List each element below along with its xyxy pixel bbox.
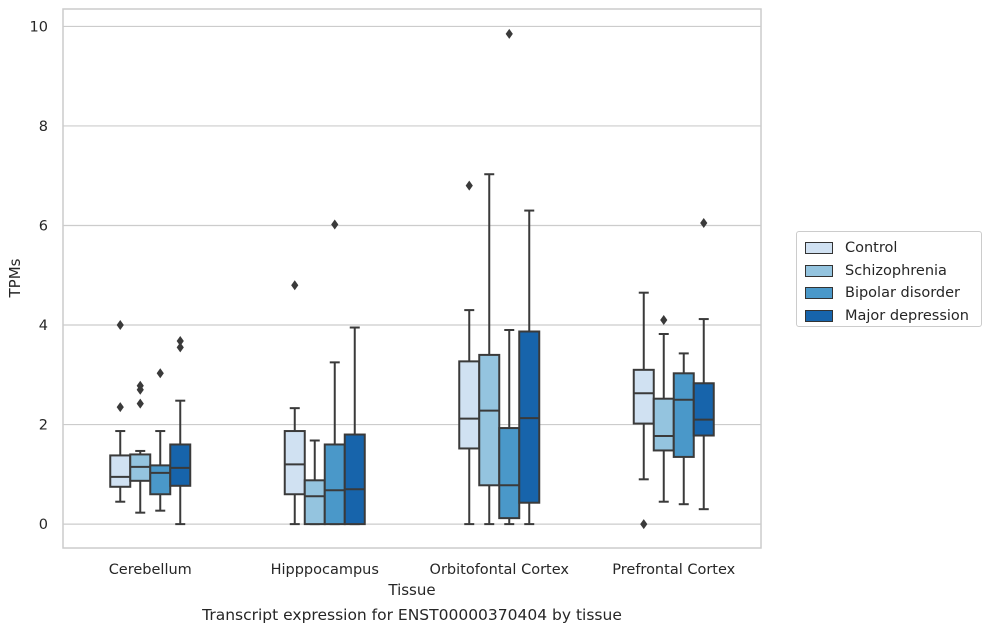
legend-label: Major depression	[845, 307, 969, 324]
box-body	[632, 368, 655, 425]
y-tick-label: 6	[39, 218, 48, 234]
outlier-marker	[156, 368, 164, 379]
outlier-marker	[660, 315, 668, 326]
box-body	[478, 353, 501, 487]
box-body	[672, 372, 695, 458]
legend-swatch	[805, 287, 833, 299]
box-body	[343, 433, 366, 526]
chart-caption: Transcript expression for ENST0000037040…	[202, 606, 622, 624]
box-major-depression	[518, 209, 541, 526]
legend-swatch	[805, 264, 833, 277]
y-axis-label: TPMs	[6, 258, 24, 298]
box-body	[652, 397, 675, 452]
outlier-marker	[640, 519, 648, 530]
legend-label: Bipolar disorder	[845, 285, 960, 301]
box-schizophrenia	[129, 380, 152, 514]
outlier-marker	[505, 28, 513, 39]
box-control	[283, 280, 306, 526]
box-schizophrenia	[652, 315, 675, 503]
outlier-marker	[136, 384, 144, 395]
y-tick-label: 2	[39, 418, 48, 434]
y-tick-labels: 0 2 4 6 8 10	[30, 19, 48, 533]
box-body	[109, 454, 132, 488]
outlier-marker	[291, 280, 299, 291]
outlier-marker	[700, 218, 708, 229]
box-control	[632, 291, 655, 530]
box-major-depression	[169, 335, 192, 526]
outlier-marker	[331, 219, 339, 230]
x-tick-label: Cerebellum	[109, 562, 192, 578]
box-schizophrenia	[478, 173, 501, 526]
box-body	[283, 430, 306, 496]
legend-item: Major depression	[805, 306, 969, 326]
x-tick-label: Prefrontal Cortex	[612, 562, 735, 578]
box-body	[323, 443, 346, 526]
outlier-marker	[116, 402, 124, 413]
box-major-depression	[343, 326, 366, 526]
box-bipolar-disorder	[323, 219, 346, 526]
legend: Control Schizophrenia Bipolar disorder Majo…	[796, 231, 982, 327]
legend-item: Bipolar disorder	[805, 283, 960, 303]
box-groups	[109, 28, 715, 530]
box-body	[458, 360, 481, 450]
outlier-marker	[465, 180, 473, 191]
box-body	[169, 443, 192, 487]
legend-item: Control	[805, 238, 897, 258]
outlier-marker	[136, 398, 144, 409]
legend-label: Schizophrenia	[845, 262, 947, 279]
outlier-marker	[176, 342, 184, 353]
x-tick-label: Orbitofontal Cortex	[430, 562, 570, 578]
legend-label: Control	[845, 240, 898, 256]
legend-swatch	[805, 309, 833, 322]
box-control	[458, 180, 481, 526]
plot-frame	[62, 8, 762, 549]
box-bipolar-disorder	[672, 352, 695, 506]
outlier-marker	[116, 320, 124, 331]
x-tick-label: Hipppocampus	[271, 562, 379, 578]
box-body	[692, 382, 715, 437]
box-major-depression	[692, 218, 715, 511]
box-schizophrenia	[303, 439, 326, 526]
y-tick-label: 10	[30, 19, 48, 35]
box-bipolar-disorder	[498, 28, 521, 526]
box-bipolar-disorder	[149, 368, 172, 512]
legend-item: Schizophrenia	[805, 261, 947, 281]
outlier-marker	[176, 335, 184, 346]
x-tick-labels: Cerebellum Hipppocampus Orbitofontal Corte…	[109, 562, 736, 578]
y-tick-label: 0	[39, 517, 48, 533]
box-body	[149, 464, 172, 496]
y-tick-label: 8	[39, 119, 48, 135]
legend-swatch	[805, 242, 833, 254]
box-control	[109, 320, 132, 503]
box-body	[498, 427, 521, 520]
y-tick-label: 4	[39, 318, 48, 334]
box-body	[303, 479, 326, 526]
x-axis-label: Tissue	[387, 581, 435, 599]
